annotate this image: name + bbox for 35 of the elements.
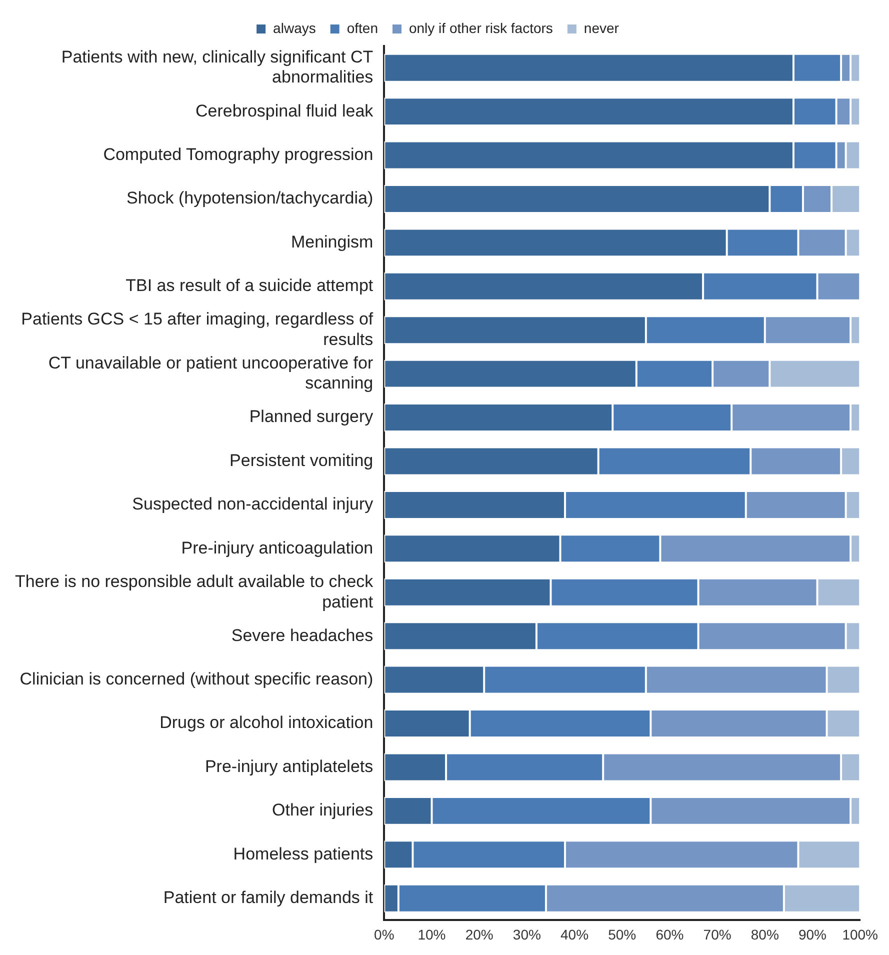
y-tick-label: Homeless patients: [233, 844, 374, 864]
y-tick-label: Pre-injury antiplatelets: [204, 756, 374, 776]
y-tick-label: Patient or family demands it: [163, 888, 374, 908]
x-tick-label: 20%: [465, 926, 494, 942]
y-tick-label: Meningism: [290, 232, 374, 252]
y-tick-label: Shock (hypotension/tachycardia): [126, 188, 374, 208]
y-tick-label: Drugs or alcohol intoxication: [160, 713, 374, 732]
x-tick-label: 70%: [703, 926, 732, 942]
y-tick-label: Pre-injury anticoagulation: [181, 538, 374, 558]
legend-label: only if other risk factors: [408, 20, 553, 36]
y-tick-label: Patients GCS < 15 after imaging, regardless of results: [21, 310, 374, 350]
y-tick-label: Clinician is concerned (without specific reason): [20, 669, 374, 688]
y-tick-label: Cerebrospinal fluid leak: [196, 101, 374, 120]
y-tick-label: Planned surgery: [249, 407, 374, 426]
x-tick-label: 0%: [374, 926, 394, 942]
y-tick-label: Other injuries: [272, 800, 374, 820]
y-tick-label: Computed Tomography progression: [103, 144, 374, 164]
x-tick-label: 30%: [512, 926, 541, 942]
y-tick-label: Severe headaches: [231, 626, 374, 645]
x-tick-label: 60%: [656, 926, 684, 942]
x-tick-label: 40%: [560, 926, 589, 942]
y-tick-label: CT unavailable or patient uncooperative for scanning: [48, 353, 374, 393]
legend-label: always: [273, 20, 316, 36]
y-tick-label: Suspected non-accidental injury: [132, 494, 374, 514]
y-tick-label: Persistent vomiting: [230, 450, 374, 470]
legend-label: never: [584, 20, 620, 36]
legend-label: often: [346, 20, 378, 36]
y-tick-label: Patients with new, clinically significant CT abnormalities: [61, 47, 374, 87]
x-tick-label: 10%: [418, 926, 446, 942]
x-tick-label: 50%: [608, 926, 636, 942]
x-tick-label: 80%: [750, 926, 779, 942]
y-tick-label: TBI as result of a suicide attempt: [126, 276, 374, 296]
y-tick-label: There is no responsible adult available to check patient: [15, 572, 374, 612]
x-tick-label: 100%: [842, 926, 878, 942]
x-tick-label: 90%: [798, 926, 827, 942]
